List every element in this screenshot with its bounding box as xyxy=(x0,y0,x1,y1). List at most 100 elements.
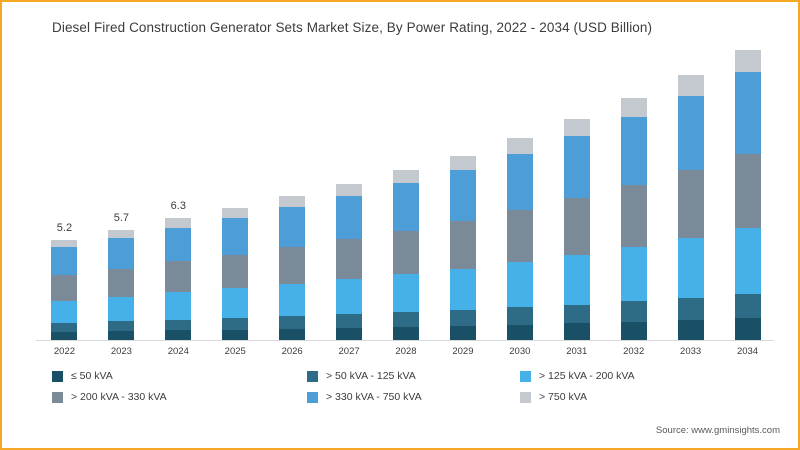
legend-label-1: > 50 kVA - 125 kVA xyxy=(326,370,416,382)
bar-segment xyxy=(677,169,704,238)
bar-group[interactable] xyxy=(734,50,761,340)
bar-group[interactable] xyxy=(506,138,533,340)
bar-segment xyxy=(506,210,533,262)
bar-segment xyxy=(734,318,761,340)
bar-segment xyxy=(620,321,647,340)
x-axis-label: 2026 xyxy=(281,346,303,357)
bar-segment xyxy=(336,239,363,280)
bar-segment xyxy=(108,296,135,322)
bar-segment xyxy=(108,268,135,297)
legend-swatch-2 xyxy=(520,370,531,382)
bar-group[interactable] xyxy=(563,119,590,340)
bar-segment xyxy=(222,207,249,219)
bar-segment xyxy=(734,50,761,73)
legend-item-4: > 330 kVA - 750 kVA xyxy=(307,391,520,403)
bar-group[interactable] xyxy=(165,218,192,340)
x-axis-label: 2028 xyxy=(395,346,417,357)
legend-label-2: > 125 kVA - 200 kVA xyxy=(539,370,635,382)
bar-segment xyxy=(336,314,363,329)
bar-segment xyxy=(108,321,135,332)
bar-group[interactable] xyxy=(620,98,647,340)
legend-label-5: > 750 kVA xyxy=(539,391,587,403)
x-axis-label: 2032 xyxy=(623,346,645,357)
bar-segment xyxy=(393,170,419,184)
bar-segment xyxy=(165,218,192,228)
bar-segment xyxy=(336,279,363,315)
bar-segment xyxy=(620,301,647,322)
x-axis-label: 2034 xyxy=(736,346,759,357)
legend-item-2: > 125 kVA - 200 kVA xyxy=(520,370,720,382)
bar-segment xyxy=(563,254,590,305)
bar-segment xyxy=(734,293,761,319)
bar-segment xyxy=(563,304,590,324)
bar-segment xyxy=(51,322,78,332)
bar-group[interactable] xyxy=(108,229,135,340)
bar-segment xyxy=(677,320,704,340)
bar-segment xyxy=(279,328,306,340)
bar-total-label: 5.2 xyxy=(56,221,73,234)
bar-segment xyxy=(563,323,590,340)
bar-group[interactable] xyxy=(222,207,249,340)
bar-segment xyxy=(449,169,476,222)
bar-group[interactable] xyxy=(677,75,704,340)
bar-segment xyxy=(279,207,306,248)
bar-segment xyxy=(563,119,590,137)
bar-segment xyxy=(51,300,78,323)
bar-segment xyxy=(677,95,704,170)
bar-segment xyxy=(165,261,192,293)
bar-segment xyxy=(506,261,533,308)
legend-label-3: > 200 kVA - 330 kVA xyxy=(71,391,167,403)
chart-legend: ≤ 50 kVA > 50 kVA - 125 kVA > 125 kVA - … xyxy=(52,370,752,412)
bar-segment xyxy=(51,239,78,248)
bar-segment xyxy=(563,198,590,255)
x-axis-label: 2024 xyxy=(167,346,189,357)
bar-segment xyxy=(165,330,192,340)
x-axis-label: 2027 xyxy=(338,346,360,357)
legend-swatch-4 xyxy=(307,391,318,403)
bar-segment xyxy=(393,274,419,313)
bar-segment xyxy=(620,184,647,247)
bar-segment xyxy=(449,326,476,340)
bar-segment xyxy=(108,229,135,239)
bar-segment xyxy=(279,196,306,208)
bar-total-label: 5.7 xyxy=(113,211,130,224)
bar-segment xyxy=(393,183,419,231)
bar-segment xyxy=(108,331,135,340)
legend-row: ≤ 50 kVA > 50 kVA - 125 kVA > 125 kVA - … xyxy=(52,370,752,382)
bar-segment xyxy=(279,316,306,329)
legend-swatch-1 xyxy=(307,370,318,382)
bar-segment xyxy=(222,329,249,340)
bar-group[interactable] xyxy=(279,196,306,340)
legend-item-1: > 50 kVA - 125 kVA xyxy=(307,370,520,382)
legend-item-0: ≤ 50 kVA xyxy=(52,370,307,382)
bar-group[interactable] xyxy=(393,170,419,340)
bar-segment xyxy=(506,138,533,154)
bar-segment xyxy=(222,218,249,255)
x-axis-label: 2033 xyxy=(680,346,702,357)
bar-segment xyxy=(222,254,249,289)
bar-segment xyxy=(506,324,533,340)
legend-item-3: > 200 kVA - 330 kVA xyxy=(52,391,307,403)
bar-segment xyxy=(222,288,249,318)
legend-swatch-5 xyxy=(520,391,531,403)
bar-segment xyxy=(165,292,192,320)
page-title: Diesel Fired Construction Generator Sets… xyxy=(52,20,653,35)
bar-segment xyxy=(165,227,192,262)
legend-row: > 200 kVA - 330 kVA > 330 kVA - 750 kVA … xyxy=(52,391,752,403)
bar-segment xyxy=(506,307,533,325)
bar-group[interactable] xyxy=(336,183,363,340)
bar-segment xyxy=(108,238,135,269)
bar-group[interactable] xyxy=(51,239,78,340)
bar-segment xyxy=(449,268,476,311)
bar-segment xyxy=(393,327,419,340)
bar-segment xyxy=(620,98,647,117)
bar-segment xyxy=(279,283,306,317)
x-axis-label: 2023 xyxy=(110,346,132,357)
bar-group[interactable] xyxy=(449,155,476,340)
bar-segment xyxy=(734,72,761,154)
bar-segment xyxy=(165,319,192,331)
bar-segment xyxy=(279,247,306,284)
bar-segment xyxy=(506,153,533,211)
legend-label-0: ≤ 50 kVA xyxy=(71,370,113,382)
